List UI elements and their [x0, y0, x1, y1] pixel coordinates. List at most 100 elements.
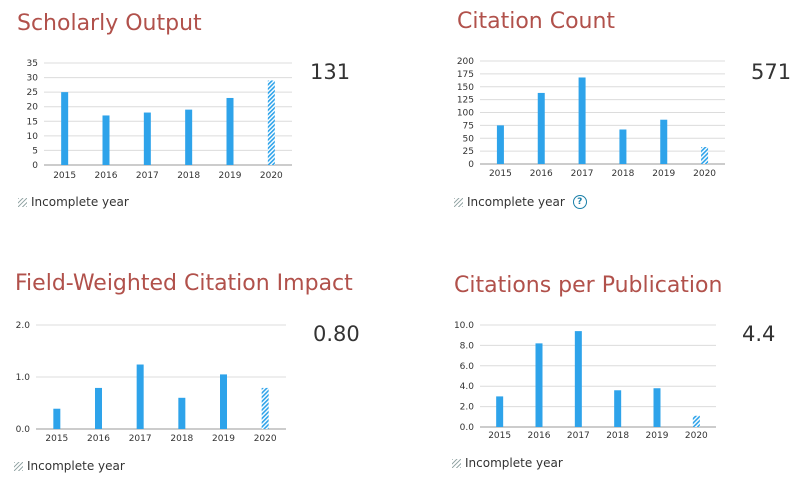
x-tick-label: 2018: [611, 169, 634, 179]
chart-scholarly-output: 0 5 10 15 20 25 30 35 2015 2016 2017 2018 2019 2020: [27, 59, 292, 181]
panel-title: Scholarly Output: [17, 11, 202, 36]
y-tick-label: 5: [32, 146, 38, 156]
y-tick-label: 0: [468, 160, 474, 170]
x-tick-label: 2016: [87, 434, 110, 444]
bar: [226, 97, 234, 165]
legend-incomplete-year: Incomplete year: [18, 195, 129, 209]
hatched-swatch-icon: [454, 197, 463, 207]
y-tick-label: 0.0: [460, 423, 475, 433]
bar-incomplete: [701, 147, 709, 164]
panel-fwci: Field-Weighted Citation Impact 0.80 0.0 1…: [0, 255, 390, 478]
y-tick-label: 1.0: [16, 373, 31, 383]
legend-incomplete-year: Incomplete year: [452, 456, 563, 470]
y-tick-label: 175: [457, 70, 474, 80]
metric-value: 571: [751, 60, 792, 84]
bar: [619, 129, 627, 164]
y-tick-label: 35: [27, 59, 38, 69]
hatched-swatch-icon: [18, 197, 27, 207]
bar: [143, 112, 151, 165]
legend-incomplete-year: Incomplete year ?: [454, 195, 587, 209]
bar: [95, 387, 102, 429]
y-tick-label: 15: [27, 117, 38, 127]
chart-fwci: 0.0 1.0 2.0 2015 2016 2017 2018 2019 2020: [16, 321, 286, 444]
x-tick-label: 2019: [646, 431, 669, 441]
bar: [53, 408, 61, 429]
bar-incomplete: [692, 415, 700, 427]
bar: [537, 92, 545, 164]
y-tick-label: 25: [27, 88, 38, 98]
x-tick-label: 2018: [170, 434, 193, 444]
y-tick-label: 200: [457, 57, 474, 67]
x-tick-label: 2020: [254, 434, 277, 444]
y-tick-label: 10.0: [454, 321, 474, 331]
x-tick-label: 2019: [652, 169, 675, 179]
x-tick-label: 2015: [488, 431, 511, 441]
bar: [136, 364, 144, 429]
legend-label: Incomplete year: [465, 456, 563, 470]
bar-incomplete: [267, 80, 275, 165]
x-tick-label: 2017: [136, 171, 159, 181]
x-tick-label: 2018: [177, 171, 200, 181]
y-tick-label: 4.0: [460, 382, 475, 392]
y-tick-label: 100: [457, 109, 474, 119]
metric-value: 131: [310, 60, 351, 84]
bar: [574, 331, 582, 427]
y-tick-label: 10: [27, 132, 39, 142]
chart-citation-count: 0 25 50 75 100 125 150 175 200 2015 2016 2017 2018 20…: [457, 57, 725, 179]
bar: [220, 374, 227, 429]
legend-label: Incomplete year: [27, 459, 125, 473]
y-tick-label: 0.0: [16, 425, 31, 435]
bar: [535, 343, 543, 427]
bar: [61, 92, 69, 165]
y-tick-label: 6.0: [460, 362, 475, 372]
chart-citations-per-publication: 0.0 2.0 4.0 6.0 8.0 10.0 2015 2016 2017 2018 2019 2…: [454, 321, 716, 441]
x-tick-label: 2015: [45, 434, 68, 444]
x-tick-label: 2020: [685, 431, 708, 441]
bar: [653, 388, 661, 427]
y-tick-label: 75: [463, 121, 474, 131]
legend-label: Incomplete year: [467, 195, 565, 209]
hatched-swatch-icon: [452, 458, 461, 468]
x-tick-label: 2016: [95, 171, 118, 181]
y-tick-label: 50: [463, 134, 475, 144]
hatched-swatch-icon: [14, 461, 23, 471]
panel-title: Citation Count: [457, 9, 616, 34]
y-tick-label: 2.0: [16, 321, 31, 331]
metric-value: 4.4: [742, 322, 776, 346]
metric-value: 0.80: [313, 322, 360, 346]
bar: [578, 77, 586, 164]
x-tick-label: 2017: [129, 434, 152, 444]
panel-title: Field-Weighted Citation Impact: [15, 271, 353, 296]
y-tick-label: 125: [457, 96, 474, 106]
x-tick-label: 2019: [219, 171, 242, 181]
bar: [496, 396, 504, 427]
x-tick-label: 2019: [212, 434, 235, 444]
y-tick-label: 8.0: [460, 341, 475, 351]
legend-incomplete-year: Incomplete year: [14, 459, 125, 473]
x-tick-label: 2015: [53, 171, 76, 181]
panel-citations-per-publication: Citations per Publication 4.4 0.0 2.0 4.0 6…: [440, 255, 793, 478]
bar: [102, 115, 110, 165]
x-tick-label: 2016: [528, 431, 551, 441]
y-tick-label: 25: [463, 147, 474, 157]
panel-citation-count: Citation Count 571 0 25 50 75 100 125 150 175 20…: [440, 0, 793, 225]
bar-incomplete: [261, 387, 269, 429]
question-circle-icon[interactable]: ?: [572, 195, 587, 209]
y-tick-label: 20: [27, 103, 39, 113]
y-tick-label: 2.0: [460, 403, 475, 413]
panel-title: Citations per Publication: [454, 273, 723, 298]
bar: [660, 119, 668, 164]
x-tick-label: 2016: [530, 169, 553, 179]
y-tick-label: 0: [32, 161, 38, 171]
bar: [496, 125, 504, 164]
legend-label: Incomplete year: [31, 195, 129, 209]
y-tick-label: 150: [457, 83, 474, 93]
panel-scholarly-output: Scholarly Output 131 0 5 10 15 20 25 30 35 2015 2…: [8, 0, 388, 225]
y-tick-label: 30: [27, 74, 39, 84]
bar: [614, 390, 622, 427]
bar: [178, 397, 186, 429]
bar: [185, 109, 193, 165]
x-tick-label: 2015: [489, 169, 512, 179]
x-tick-label: 2017: [571, 169, 594, 179]
x-tick-label: 2020: [693, 169, 716, 179]
